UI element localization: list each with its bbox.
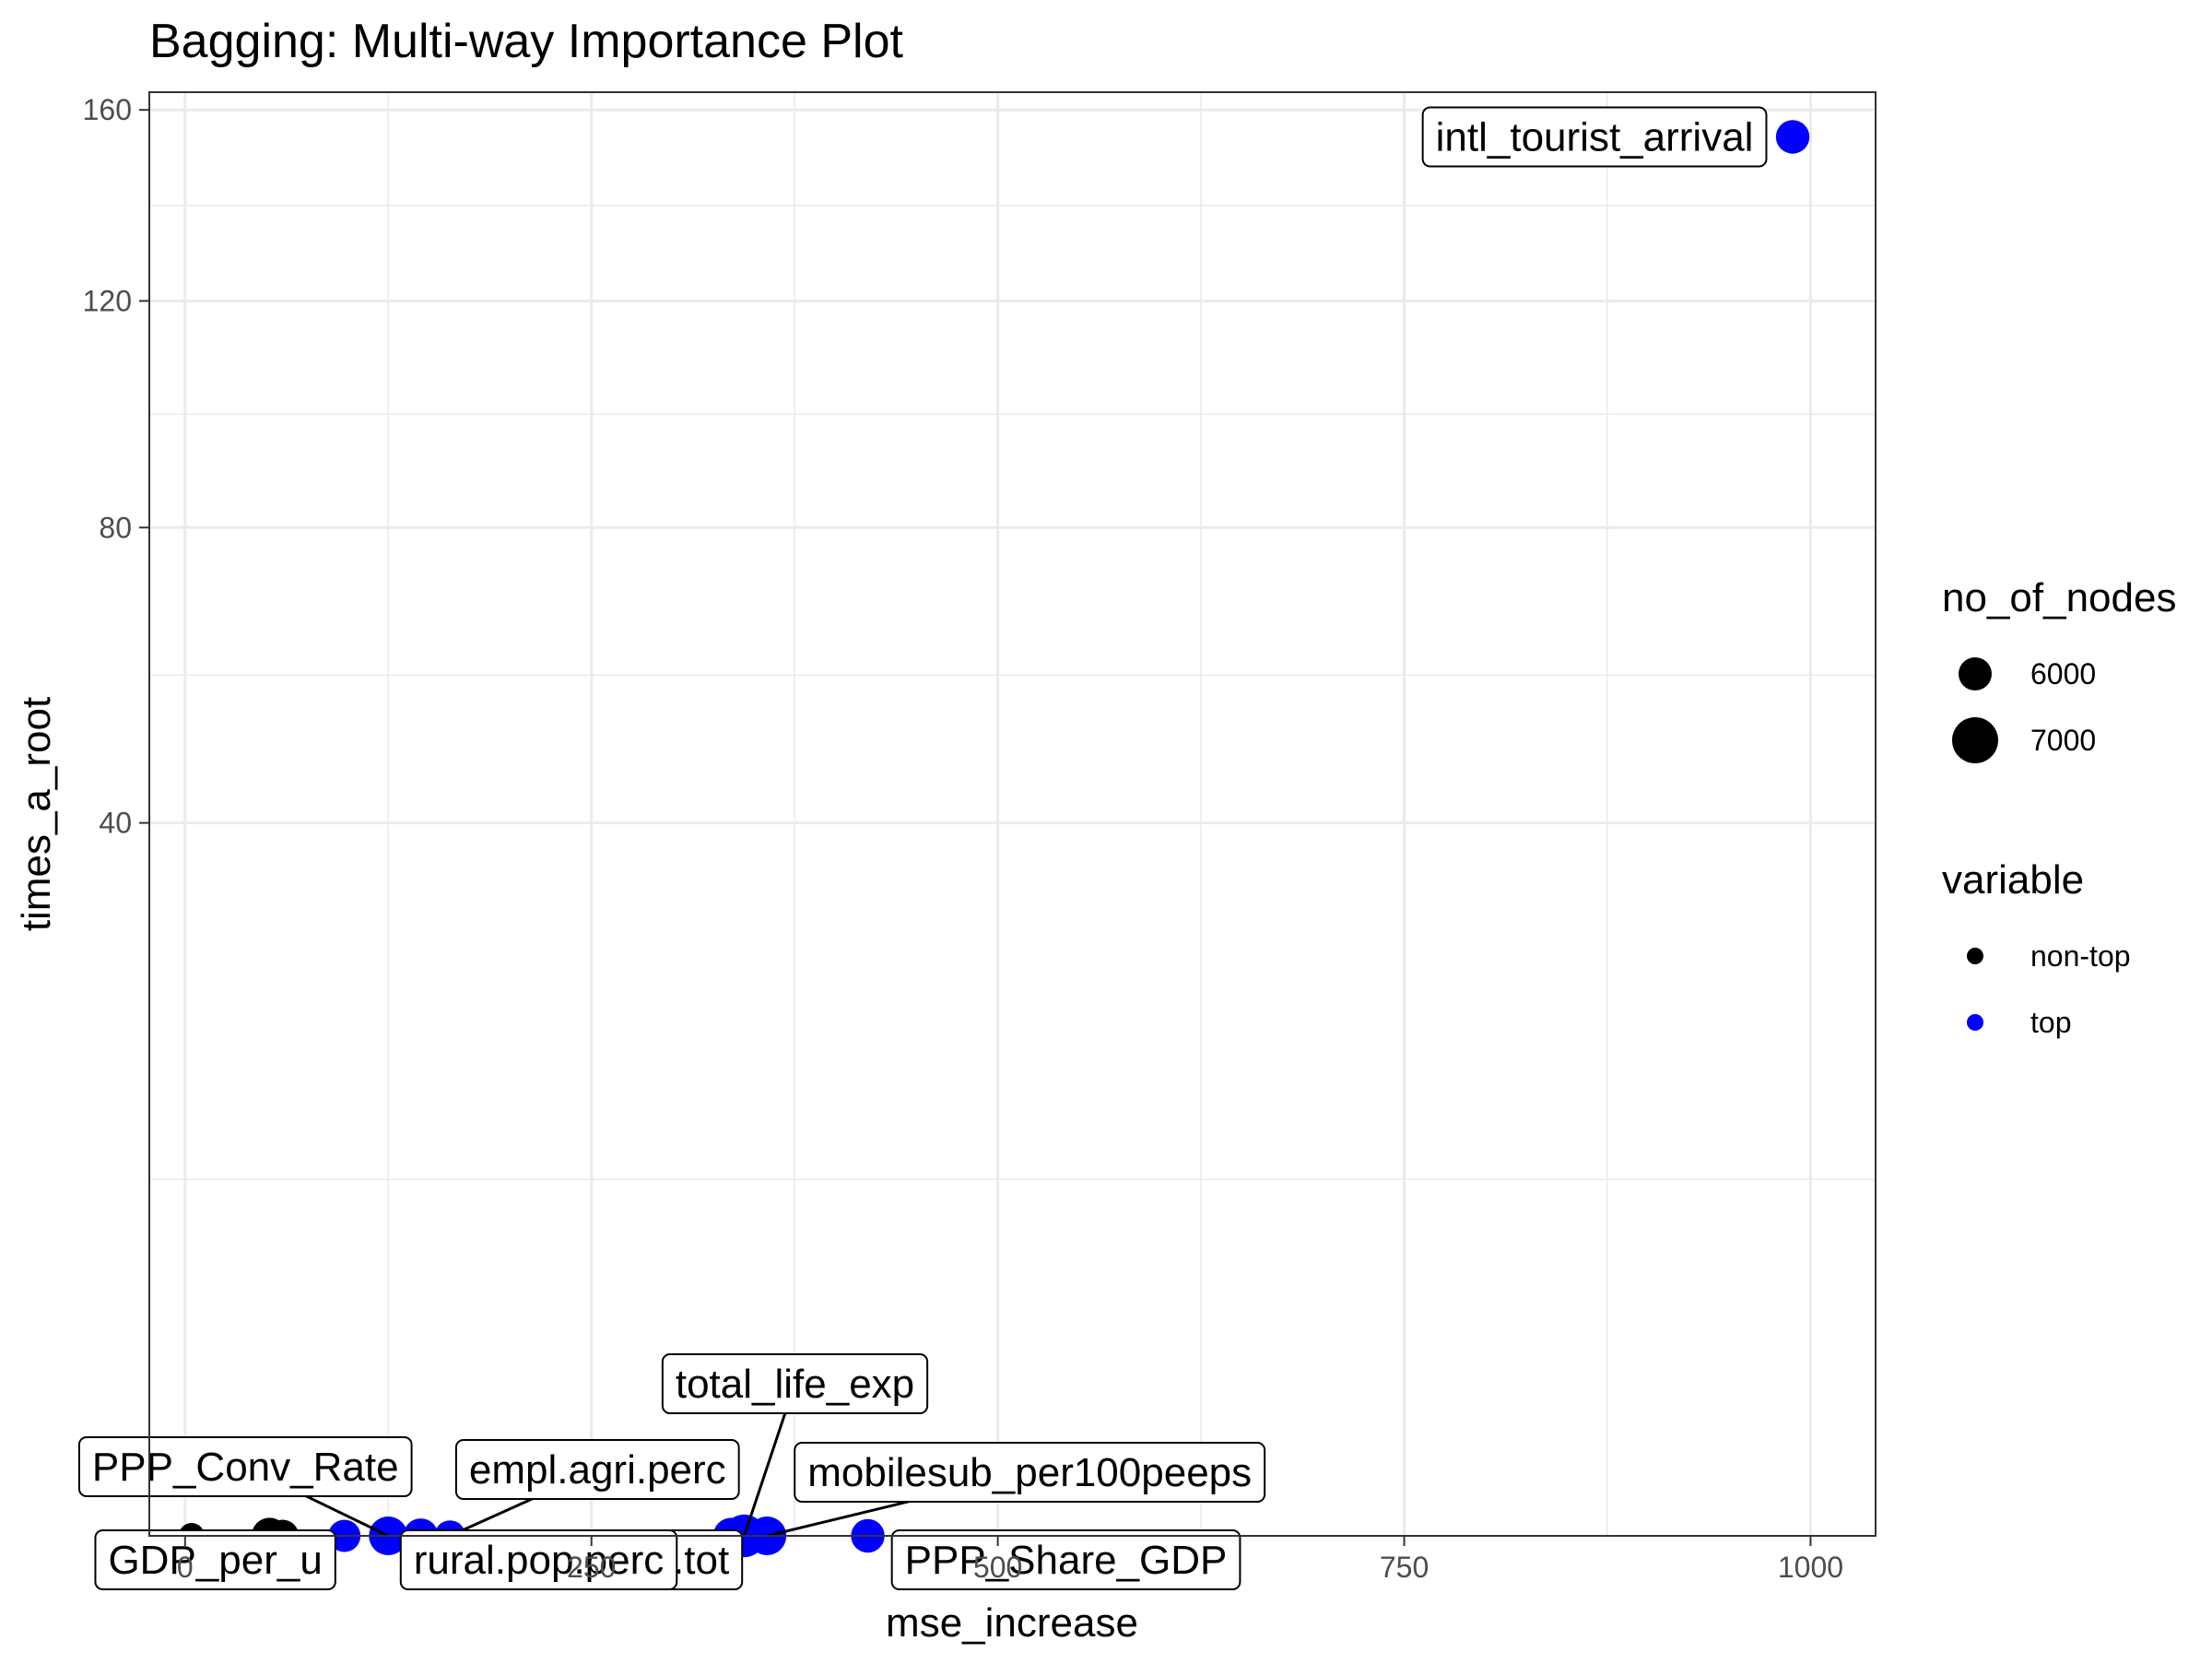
size-legend-key <box>1952 717 1998 763</box>
label-text: rural.pop.perc <box>414 1538 664 1583</box>
label-box <box>1421 106 1768 168</box>
x-tick-label: 1000 <box>1778 1551 1843 1584</box>
legend: no_of_nodes 6000 7000 variable non-top top <box>1942 575 2176 1039</box>
x-tick-label: 250 <box>567 1551 616 1584</box>
axes: 0 250 500 750 1000 40 80 120 160 <box>83 93 1843 1584</box>
color-legend-key <box>1967 948 1983 964</box>
point-label: GDP_per_u <box>94 1529 336 1590</box>
label-text: total_life_exp <box>676 1362 914 1407</box>
y-tick-label: 40 <box>99 807 132 840</box>
point-label: empl.agri.perc <box>449 1439 740 1538</box>
point-label: PPP_Share_GDP <box>890 1529 1241 1590</box>
y-axis-title: times_a_root <box>14 697 59 931</box>
label-box <box>77 1436 413 1497</box>
color-legend-label: top <box>2030 1006 2071 1039</box>
label-text: PPP_Conv_Rate <box>92 1445 399 1490</box>
label-box <box>794 1442 1266 1503</box>
data-point <box>1775 120 1810 154</box>
size-legend-label: 6000 <box>2030 657 2096 690</box>
panel-border <box>148 91 1877 1537</box>
label-box <box>399 1529 678 1590</box>
x-axis-title: mse_increase <box>886 1600 1138 1646</box>
label-text: PPP_Share_GDP <box>905 1538 1228 1583</box>
label-box <box>454 1439 740 1500</box>
size-legend-title: no_of_nodes <box>1942 575 2176 620</box>
size-legend-label: 7000 <box>2030 724 2096 757</box>
label-box <box>94 1529 336 1590</box>
point-label: PPP_Conv_Rate <box>77 1436 413 1538</box>
y-tick-label: 80 <box>99 511 132 544</box>
grid <box>149 92 1876 1536</box>
label-text: GDP_per_u <box>108 1538 322 1583</box>
point-label: total_life_exp <box>661 1353 929 1537</box>
label-text: intl_tourist_arrival <box>1436 114 1754 159</box>
y-tick-label: 120 <box>83 284 132 317</box>
color-legend-title: variable <box>1942 857 2084 903</box>
label-box <box>661 1353 929 1414</box>
x-tick-label: 750 <box>1380 1551 1429 1584</box>
point-label: mobilesub_per100peeps <box>766 1442 1266 1538</box>
size-legend-key <box>1959 657 1992 690</box>
color-legend-key <box>1967 1014 1983 1031</box>
x-tick-label: 0 <box>177 1551 194 1584</box>
color-legend-label: non-top <box>2030 939 2131 973</box>
y-tick-label: 160 <box>83 93 132 126</box>
point-label: intl_tourist_arrival <box>1421 106 1768 168</box>
point-labels: empl.agri.perc PPP_Conv_Rate total_life_ex… <box>77 106 1768 1590</box>
label-text: empl.agri.perc <box>469 1447 726 1493</box>
x-tick-label: 500 <box>973 1551 1022 1584</box>
points <box>178 120 1810 1558</box>
chart-title: Bagging: Multi-way Importance Plot <box>149 15 903 68</box>
label-box <box>890 1529 1241 1590</box>
point-label: rural.pop.perc <box>399 1529 678 1590</box>
label-text: mobilesub_per100peeps <box>807 1450 1252 1495</box>
